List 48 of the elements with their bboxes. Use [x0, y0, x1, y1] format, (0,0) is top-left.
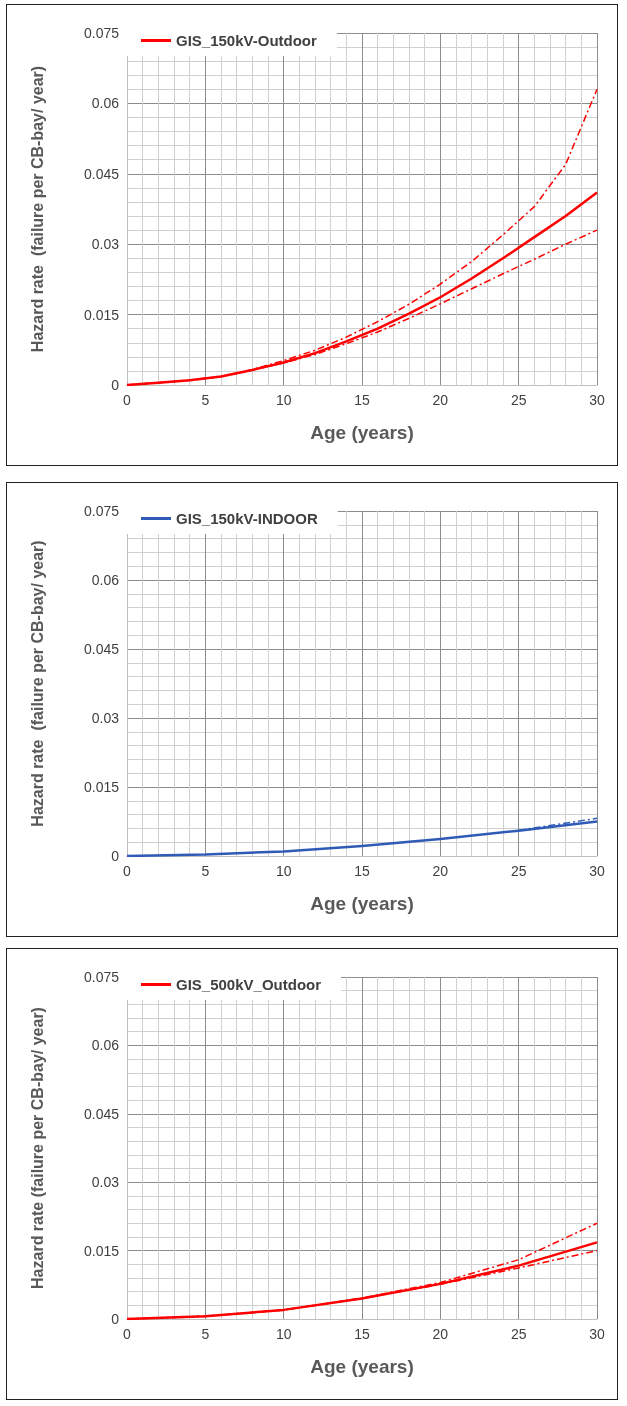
- x-tick-label: 10: [275, 392, 292, 408]
- legend-label: GIS_500kV_Outdoor: [176, 976, 322, 993]
- y-tick-label: 0.075: [83, 25, 120, 41]
- y-tick-label: 0: [111, 377, 120, 393]
- x-axis-title: Age (years): [310, 1356, 414, 1377]
- y-tick-label: 0.03: [91, 710, 120, 726]
- legend-label: GIS_150kV-Outdoor: [176, 32, 318, 49]
- y-tick-label: 0.015: [83, 306, 120, 323]
- y-tick-label: 0.015: [83, 779, 120, 795]
- y-axis-title: Hazard rate (failure per CB-bay/ year): [28, 65, 46, 353]
- y-tick-label: 0.045: [83, 641, 120, 657]
- x-tick-label: 30: [589, 392, 605, 408]
- x-tick-label: 25: [510, 1326, 527, 1342]
- x-axis-title: Age (years): [310, 422, 414, 443]
- legend-label: GIS_150kV-INDOOR: [176, 510, 318, 527]
- y-tick-label: 0.045: [83, 1105, 120, 1122]
- y-tick-label: 0: [111, 1311, 120, 1327]
- y-tick-label: 0.06: [91, 572, 120, 588]
- x-tick-label: 0: [123, 1326, 132, 1342]
- y-tick-label: 0.06: [91, 1037, 120, 1054]
- y-tick-label: 0: [111, 848, 120, 864]
- x-tick-label: 15: [354, 1326, 370, 1342]
- x-tick-label: 25: [510, 863, 527, 879]
- y-tick-label: 0.075: [83, 503, 120, 519]
- x-tick-label: 30: [589, 863, 605, 879]
- y-tick-label: 0.03: [91, 1174, 120, 1191]
- x-tick-label: 0: [123, 863, 132, 879]
- x-tick-label: 15: [354, 863, 370, 879]
- x-axis-title: Age (years): [310, 893, 414, 914]
- x-tick-label: 5: [201, 863, 210, 879]
- x-tick-label: 10: [275, 1326, 292, 1342]
- x-tick-label: 0: [123, 392, 132, 408]
- x-tick-label: 20: [432, 1326, 449, 1342]
- x-tick-label: 15: [354, 392, 370, 408]
- y-tick-label: 0.06: [91, 95, 120, 112]
- x-tick-label: 25: [510, 392, 527, 408]
- y-tick-label: 0.03: [91, 236, 120, 253]
- x-tick-label: 5: [201, 1326, 210, 1342]
- x-tick-label: 20: [432, 863, 449, 879]
- x-tick-label: 20: [432, 392, 449, 408]
- y-tick-label: 0.015: [83, 1242, 120, 1259]
- x-tick-label: 30: [589, 1326, 605, 1342]
- y-tick-label: 0.045: [83, 165, 120, 182]
- y-axis-title: Hazard rate (failure per CB-bay/ year): [28, 540, 46, 827]
- y-tick-label: 0.075: [83, 969, 120, 985]
- y-axis-title: Hazard rate (failure per CB-bay/ year): [28, 1007, 46, 1289]
- x-tick-label: 10: [275, 863, 292, 879]
- x-tick-label: 5: [201, 392, 210, 408]
